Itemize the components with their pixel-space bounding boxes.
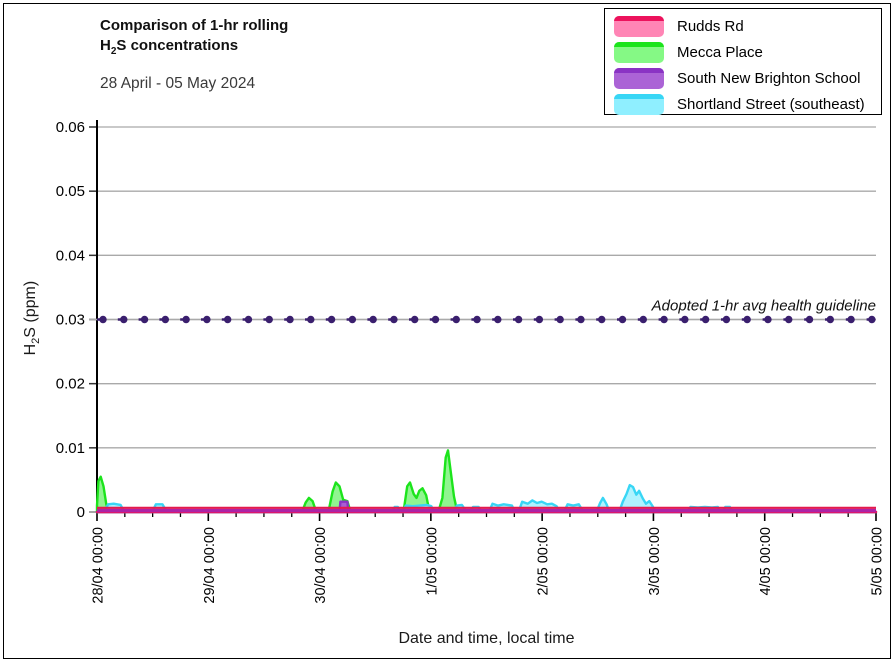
guideline-marker	[723, 316, 730, 323]
legend-swatch-edge	[614, 68, 664, 73]
legend-item-rudds: Rudds Rd	[605, 13, 881, 39]
guideline-marker	[764, 316, 771, 323]
guideline-marker	[847, 316, 854, 323]
legend-label: Rudds Rd	[677, 18, 744, 35]
legend-label: Shortland Street (southeast)	[677, 96, 865, 113]
chart-title-line1: Comparison of 1-hr rolling	[100, 16, 288, 36]
legend-item-snbs: South New Brighton School	[605, 65, 881, 91]
series-mecca	[97, 450, 876, 512]
guideline-marker	[619, 316, 626, 323]
y-tick-label: 0.05	[56, 183, 85, 200]
legend-swatch-shortland	[614, 94, 664, 115]
guideline-marker	[120, 316, 127, 323]
guideline-marker	[640, 316, 647, 323]
guideline-annotation: Adopted 1-hr avg health guideline	[651, 298, 876, 315]
guideline-marker	[162, 316, 169, 323]
legend-item-mecca: Mecca Place	[605, 39, 881, 65]
y-axis-title: H2S (ppm)	[22, 258, 42, 378]
y-tick-label: 0.04	[56, 247, 85, 264]
guideline-marker	[806, 316, 813, 323]
x-tick-label: 5/05 00:00	[870, 527, 886, 596]
guideline-marker	[286, 316, 293, 323]
y-tick-label: 0.01	[56, 440, 85, 457]
guideline-marker	[245, 316, 252, 323]
chart-title-block: Comparison of 1-hr rolling H2S concentra…	[100, 16, 288, 93]
legend-label: South New Brighton School	[677, 70, 860, 87]
x-tick-label: 3/05 00:00	[647, 527, 663, 596]
guideline-marker	[494, 316, 501, 323]
legend-swatch-snbs	[614, 68, 664, 89]
guideline-marker	[577, 316, 584, 323]
guideline-marker	[515, 316, 522, 323]
legend-swatch-rudds	[614, 16, 664, 37]
legend-label: Mecca Place	[677, 44, 763, 61]
guideline-marker	[307, 316, 314, 323]
guideline-marker	[827, 316, 834, 323]
x-tick-label: 1/05 00:00	[424, 527, 440, 596]
guideline-marker	[681, 316, 688, 323]
legend-swatch-edge	[614, 42, 664, 47]
x-axis-title: Date and time, local time	[97, 630, 876, 648]
x-tick-label: 30/04 00:00	[313, 527, 329, 604]
y-tick-label: 0.06	[56, 119, 85, 136]
guideline-marker	[785, 316, 792, 323]
chart-title-line2: H2S concentrations	[100, 36, 288, 62]
guideline-marker	[203, 316, 210, 323]
legend-swatch-mecca	[614, 42, 664, 63]
guideline-marker	[349, 316, 356, 323]
guideline-marker	[224, 316, 231, 323]
guideline-marker	[99, 316, 106, 323]
guideline-marker	[536, 316, 543, 323]
y-tick-label: 0.02	[56, 376, 85, 393]
guideline-marker	[453, 316, 460, 323]
guideline-marker	[328, 316, 335, 323]
guideline-marker	[390, 316, 397, 323]
guideline-marker	[369, 316, 376, 323]
chart-subtitle: 28 April - 05 May 2024	[100, 75, 288, 93]
guideline-marker	[432, 316, 439, 323]
guideline-marker	[702, 316, 709, 323]
legend-swatch-edge	[614, 16, 664, 21]
guideline-marker	[411, 316, 418, 323]
guideline-marker	[556, 316, 563, 323]
guideline-marker	[868, 316, 875, 323]
chart-page: 0 0.01 0.02 0.03 0.04 0.05 0.06 28/04 00:00 29/0…	[0, 0, 894, 662]
x-tick-label: 2/05 00:00	[536, 527, 552, 596]
legend: Rudds Rd Mecca Place South New Brighton Sc…	[604, 8, 882, 115]
x-tick-label: 4/05 00:00	[758, 527, 774, 596]
x-tick-label: 28/04 00:00	[91, 527, 107, 604]
guideline-marker	[473, 316, 480, 323]
y-tick-label: 0	[77, 504, 85, 521]
guideline-marker	[660, 316, 667, 323]
guideline-marker	[266, 316, 273, 323]
legend-item-shortland: Shortland Street (southeast)	[605, 91, 881, 117]
guideline-marker	[598, 316, 605, 323]
legend-swatch-edge	[614, 94, 664, 99]
x-tick-label: 29/04 00:00	[202, 527, 218, 604]
y-tick-label: 0.03	[56, 312, 85, 329]
guideline-marker	[141, 316, 148, 323]
guideline-marker	[182, 316, 189, 323]
guideline-marker	[743, 316, 750, 323]
